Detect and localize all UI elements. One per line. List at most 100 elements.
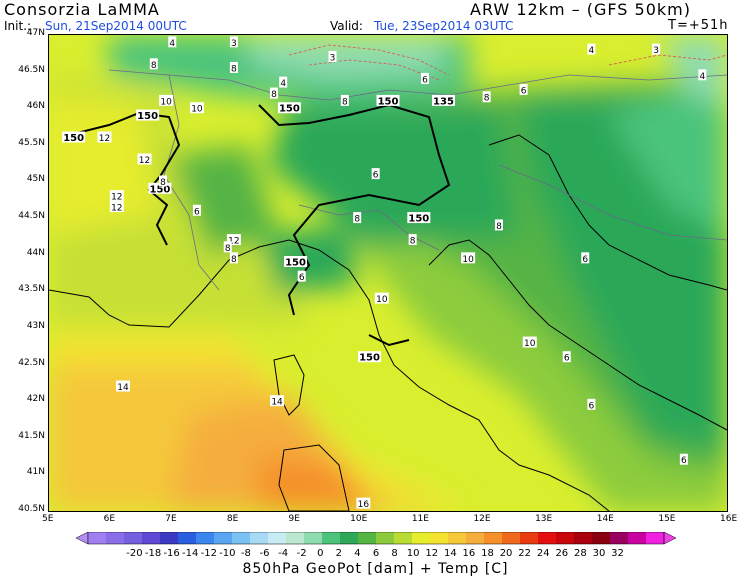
temperature-label-box: [189, 102, 204, 114]
legend-tick-label: -12: [201, 548, 217, 559]
lat-tick-label: 41.5N: [18, 430, 45, 441]
lon-tick-label: 6E: [103, 514, 116, 524]
temperature-labels: 4 338 84 688 864 3410101212121286688812886610…: [97, 36, 707, 510]
geopotential-label: 135: [433, 96, 454, 107]
legend-color-step: [358, 532, 377, 544]
temperature-label: 6: [582, 255, 588, 265]
temperature-label: 6: [564, 354, 570, 364]
valid-label: Valid:: [330, 19, 363, 33]
legend-color-step: [574, 532, 593, 544]
header: Consorzia LaMMA ARW 12km – (GFS 50km) In…: [0, 0, 751, 34]
legend-tick-label: -18: [145, 548, 161, 559]
legend-tick-label: -6: [260, 548, 270, 559]
geopotential-labels: 150 150 150 150 135 150 150 150 150: [62, 94, 455, 364]
legend-color-step: [268, 532, 287, 544]
legend-color-step: [610, 532, 629, 544]
temperature-label: 4: [589, 46, 595, 56]
temperature-label: 8: [354, 215, 360, 225]
lat-tick-label: 46N: [26, 101, 45, 112]
legend-color-step: [304, 532, 323, 544]
legend-tick-label: 30: [593, 548, 606, 559]
legend-tick-label: 12: [425, 548, 438, 559]
legend-color-step: [412, 532, 431, 544]
temperature-label: 10: [160, 97, 172, 107]
temperature-label-box: [226, 234, 241, 246]
temperature-label: 12: [99, 134, 110, 144]
legend-color-step: [430, 532, 449, 544]
temperature-label-box: [269, 87, 278, 99]
lon-tick-label: 8E: [226, 514, 239, 524]
temperature-label: 12: [111, 204, 122, 214]
temperature-label: 3: [231, 39, 237, 49]
temperature-label: 4: [169, 39, 175, 49]
temperature-label: 6: [422, 75, 428, 85]
temperature-label-box: [519, 83, 528, 95]
legend-color-step: [628, 532, 647, 544]
legend-color-step: [646, 532, 665, 544]
lat-tick-label: 44N: [26, 247, 45, 258]
temperature-label-box: [159, 175, 168, 187]
legend-tick-label: 14: [444, 548, 457, 559]
model-title: ARW 12km – (GFS 50km): [470, 0, 691, 19]
legend-tick-label: 8: [391, 548, 397, 559]
temperature-label-box: [340, 94, 349, 106]
legend-color-step: [322, 532, 341, 544]
temperature-label: 8: [410, 237, 416, 247]
temperature-label: 8: [160, 178, 166, 188]
temperature-label-box: [270, 395, 285, 407]
temperature-label: 10: [462, 255, 474, 265]
temperature-label-box: [698, 69, 707, 81]
legend-tick-label: -8: [241, 548, 251, 559]
temperature-label-box: [581, 252, 590, 264]
legend-tick-label: 28: [574, 548, 587, 559]
geopotential-label-box: [277, 102, 301, 114]
temperature-label-box: [494, 219, 503, 231]
lat-tick-label: 42.5N: [18, 357, 45, 368]
geopotential-label-box: [148, 182, 172, 194]
temperature-label-box: [229, 36, 238, 48]
legend-high-arrow: [663, 531, 677, 545]
legend-color-step: [106, 532, 125, 544]
forecast-step: T=+51h: [668, 18, 729, 33]
geopotential-label: 150: [408, 214, 429, 225]
legend-color-step: [142, 532, 161, 544]
temperature-label: 10: [524, 339, 536, 349]
temperature-label-box: [229, 252, 238, 264]
temperature-label-box: [149, 58, 158, 70]
lat-tick-label: 42N: [26, 394, 45, 405]
temperature-fill: [49, 35, 727, 511]
legend-color-step: [88, 532, 107, 544]
temperature-label: 14: [117, 383, 129, 393]
geopotential-label: 150: [285, 258, 306, 269]
temperature-label-box: [353, 212, 362, 224]
cold-isotherms: [288, 44, 727, 81]
geopotential-label: 150: [150, 184, 171, 195]
temperature-label-box: [168, 36, 177, 48]
legend-tick-label: 4: [354, 548, 360, 559]
legend-color-step: [376, 532, 395, 544]
legend-color-step: [448, 532, 467, 544]
legend-tick-label: 32: [611, 548, 624, 559]
lon-tick-label: 15E: [658, 514, 676, 524]
geopotential-label-box: [284, 256, 308, 268]
legend-tick-label: 16: [463, 548, 476, 559]
lat-tick-label: 41N: [26, 467, 45, 478]
temperature-label: 3: [330, 53, 336, 63]
geopotential-label-box: [358, 351, 382, 363]
temperature-label-box: [482, 91, 491, 103]
temperature-label-box: [159, 94, 174, 106]
temperature-label: 12: [228, 237, 239, 247]
temperature-label-box: [587, 398, 596, 410]
temperature-label-box: [371, 168, 380, 180]
temperature-label: 6: [373, 171, 379, 181]
temperature-label-box: [356, 497, 371, 509]
temperature-label-box: [679, 453, 688, 465]
legend-color-step: [394, 532, 413, 544]
legend-tick-label: 24: [537, 548, 550, 559]
temperature-label-box: [115, 380, 130, 392]
lon-tick-label: 16E: [720, 514, 738, 524]
legend-tick-label: 6: [373, 548, 379, 559]
legend-color-step: [178, 532, 197, 544]
temperature-label-box: [652, 43, 661, 55]
